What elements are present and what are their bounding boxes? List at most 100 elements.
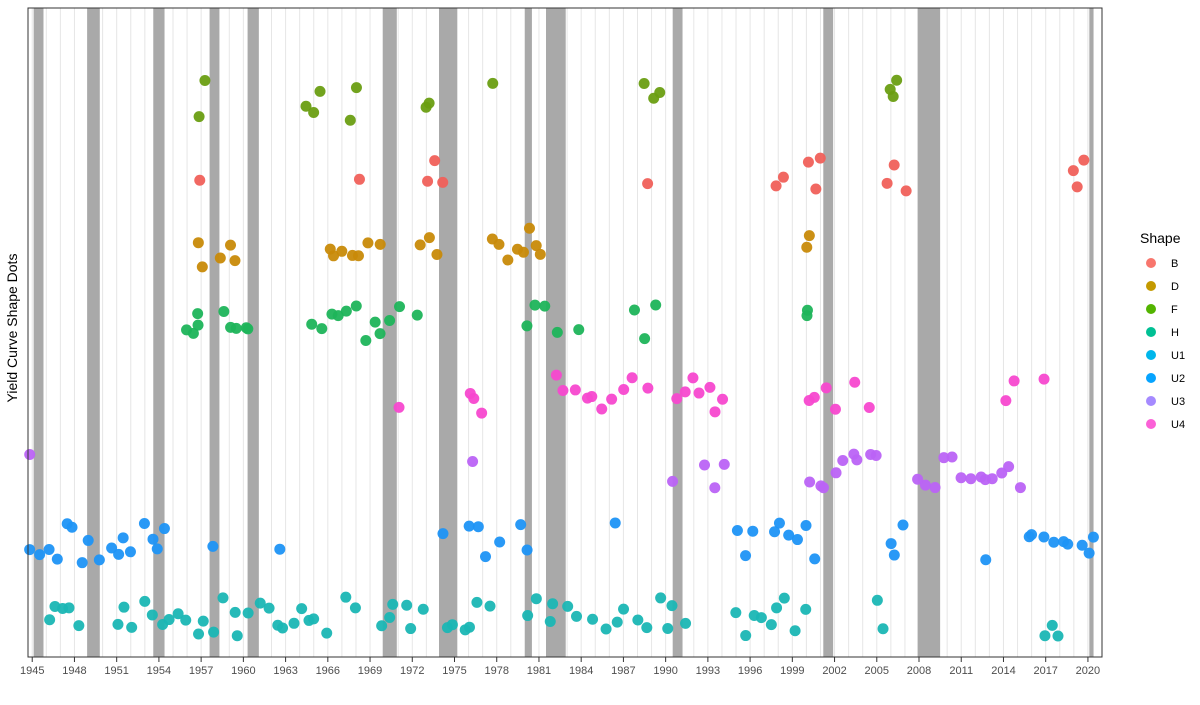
point-U1 bbox=[765, 619, 777, 631]
point-F bbox=[344, 114, 356, 126]
legend-label-D: D bbox=[1171, 281, 1179, 293]
point-D bbox=[530, 240, 542, 252]
point-U2 bbox=[1048, 536, 1060, 548]
point-D bbox=[196, 261, 208, 273]
point-U1 bbox=[208, 626, 220, 638]
point-H bbox=[192, 319, 204, 331]
point-H bbox=[529, 299, 541, 311]
point-B bbox=[881, 177, 893, 189]
point-H bbox=[374, 328, 386, 340]
point-U1 bbox=[655, 592, 667, 604]
point-U1 bbox=[571, 610, 583, 622]
recession-band bbox=[823, 8, 834, 657]
point-U2 bbox=[740, 550, 752, 562]
point-U1 bbox=[755, 612, 767, 624]
point-U2 bbox=[783, 529, 795, 541]
point-H bbox=[230, 322, 242, 334]
point-B bbox=[1078, 154, 1090, 166]
scatter-points bbox=[24, 74, 1099, 642]
point-U2 bbox=[888, 549, 900, 561]
point-D bbox=[423, 232, 435, 244]
point-U1 bbox=[139, 595, 151, 607]
point-U3 bbox=[667, 475, 679, 487]
legend-label-B: B bbox=[1171, 258, 1178, 270]
point-D bbox=[192, 237, 204, 249]
point-U1 bbox=[680, 617, 692, 629]
point-U1 bbox=[484, 600, 496, 612]
point-U2 bbox=[124, 546, 136, 558]
point-U4 bbox=[550, 369, 562, 381]
point-D bbox=[328, 250, 340, 262]
legend-key-U3 bbox=[1146, 396, 1156, 406]
point-H bbox=[306, 318, 318, 330]
point-D bbox=[352, 250, 364, 262]
legend-label-F: F bbox=[1171, 304, 1178, 316]
point-U2 bbox=[809, 553, 821, 565]
point-F bbox=[887, 90, 899, 102]
point-H bbox=[350, 300, 362, 312]
point-U4 bbox=[1008, 375, 1020, 387]
point-U3 bbox=[938, 452, 950, 464]
recession-band bbox=[1089, 8, 1094, 657]
point-H bbox=[384, 315, 396, 327]
point-B bbox=[1071, 181, 1083, 193]
point-U1 bbox=[217, 592, 229, 604]
point-U3 bbox=[912, 473, 924, 485]
point-U2 bbox=[494, 536, 506, 548]
point-U2 bbox=[138, 517, 150, 529]
point-D bbox=[523, 222, 535, 234]
legend-label-U1: U1 bbox=[1171, 350, 1185, 362]
legend-title: Shape bbox=[1140, 230, 1181, 246]
point-B bbox=[814, 152, 826, 164]
point-H bbox=[639, 333, 651, 345]
recession-band bbox=[247, 8, 259, 657]
point-B bbox=[1067, 165, 1079, 177]
recession-band bbox=[382, 8, 397, 657]
point-U2 bbox=[1038, 531, 1050, 543]
point-U4 bbox=[393, 401, 405, 413]
point-D bbox=[336, 245, 348, 257]
point-U3 bbox=[817, 482, 829, 494]
point-U2 bbox=[769, 526, 781, 538]
point-U2 bbox=[207, 540, 219, 552]
point-U1 bbox=[587, 613, 599, 625]
point-B bbox=[353, 173, 365, 185]
x-tick-label: 1975 bbox=[442, 665, 466, 677]
point-H bbox=[187, 327, 199, 339]
point-U3 bbox=[986, 473, 998, 485]
legend-label-U3: U3 bbox=[1171, 396, 1185, 408]
point-U4 bbox=[586, 391, 598, 403]
point-U2 bbox=[1087, 531, 1099, 543]
point-U1 bbox=[296, 603, 308, 615]
x-tick-label: 1957 bbox=[189, 665, 213, 677]
point-U4 bbox=[618, 383, 630, 395]
point-U3 bbox=[965, 473, 977, 485]
recession-band bbox=[209, 8, 220, 657]
point-U4 bbox=[671, 393, 683, 405]
point-U2 bbox=[472, 521, 484, 533]
legend-label-U2: U2 bbox=[1171, 373, 1185, 385]
x-tick-label: 1966 bbox=[316, 665, 340, 677]
point-U1 bbox=[618, 603, 630, 615]
point-U2 bbox=[980, 554, 992, 566]
point-U2 bbox=[897, 519, 909, 531]
point-U1 bbox=[163, 614, 175, 626]
point-B bbox=[642, 178, 654, 190]
point-U1 bbox=[242, 607, 254, 619]
point-U3 bbox=[830, 467, 842, 479]
point-U4 bbox=[820, 382, 832, 394]
point-U1 bbox=[376, 620, 388, 632]
x-tick-label: 1945 bbox=[20, 665, 44, 677]
legend-key-B bbox=[1146, 258, 1156, 268]
legend-key-D bbox=[1146, 281, 1156, 291]
x-tick-label: 2014 bbox=[991, 665, 1015, 677]
point-U4 bbox=[704, 381, 716, 393]
point-B bbox=[422, 175, 434, 187]
x-tick-label: 1951 bbox=[104, 665, 128, 677]
point-U2 bbox=[51, 553, 63, 565]
point-U4 bbox=[557, 385, 569, 397]
point-U4 bbox=[1000, 395, 1012, 407]
point-U1 bbox=[1039, 630, 1051, 642]
point-U2 bbox=[66, 521, 78, 533]
